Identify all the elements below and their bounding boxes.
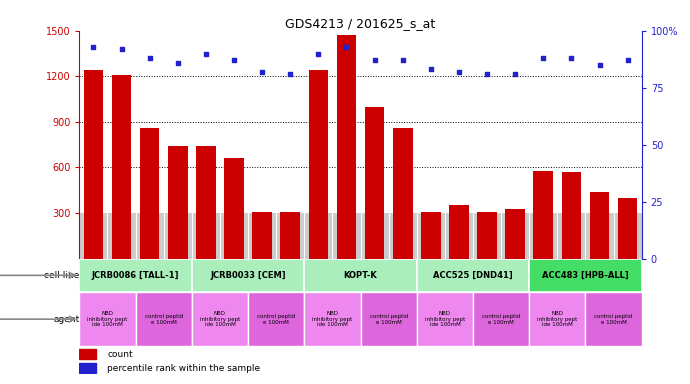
Text: cell line: cell line [44, 271, 79, 280]
Text: control peptid
e 100mM: control peptid e 100mM [595, 314, 633, 324]
Bar [449, 205, 469, 259]
Text: ACC525 [DND41]: ACC525 [DND41] [433, 271, 513, 280]
Bar [417, 292, 473, 346]
Bar [83, 70, 104, 259]
Bar [248, 292, 304, 346]
Title: GDS4213 / 201625_s_at: GDS4213 / 201625_s_at [286, 17, 435, 30]
Point [172, 60, 184, 66]
Text: control peptid
e 100mM: control peptid e 100mM [370, 314, 408, 324]
Bar [585, 292, 642, 346]
Bar [533, 170, 553, 259]
Text: KOPT-K: KOPT-K [344, 271, 377, 280]
Bar [618, 198, 638, 259]
Bar [421, 212, 441, 259]
Point [369, 57, 380, 63]
Point [257, 69, 268, 75]
Bar [196, 146, 216, 259]
Bar [304, 259, 417, 292]
Bar [224, 158, 244, 259]
Text: ACC483 [HPB-ALL]: ACC483 [HPB-ALL] [542, 271, 629, 280]
Text: control peptid
e 100mM: control peptid e 100mM [145, 314, 183, 324]
Text: control peptid
e 100mM: control peptid e 100mM [257, 314, 295, 324]
Text: NBD
inhibitory pept
ide 100mM: NBD inhibitory pept ide 100mM [538, 311, 578, 328]
Text: NBD
inhibitory pept
ide 100mM: NBD inhibitory pept ide 100mM [425, 311, 465, 328]
Bar [590, 192, 609, 259]
Bar [79, 213, 642, 259]
Point [566, 55, 577, 61]
Text: NBD
inhibitory pept
ide 100mM: NBD inhibitory pept ide 100mM [88, 311, 128, 328]
Point [425, 66, 436, 73]
Point [88, 44, 99, 50]
Text: agent: agent [53, 314, 79, 324]
Point [116, 46, 127, 52]
Point [453, 69, 464, 75]
Bar [562, 172, 581, 259]
Point [538, 55, 549, 61]
Bar [365, 107, 384, 259]
Point [622, 57, 633, 63]
Bar [79, 259, 192, 292]
Point [594, 62, 605, 68]
Point [144, 55, 155, 61]
Bar [361, 292, 417, 346]
Bar [140, 128, 159, 259]
Text: percentile rank within the sample: percentile rank within the sample [108, 364, 261, 372]
Text: count: count [108, 349, 133, 359]
Bar [79, 292, 135, 346]
Bar [280, 212, 300, 259]
Bar [192, 259, 304, 292]
Point [341, 44, 352, 50]
Bar [79, 363, 96, 373]
Bar [393, 128, 413, 259]
Text: NBD
inhibitory pept
ide 100mM: NBD inhibitory pept ide 100mM [200, 311, 240, 328]
Bar [79, 349, 96, 359]
Text: NBD
inhibitory pept
ide 100mM: NBD inhibitory pept ide 100mM [313, 311, 353, 328]
Bar [477, 212, 497, 259]
Text: JCRB0033 [CEM]: JCRB0033 [CEM] [210, 271, 286, 280]
Bar [168, 146, 188, 259]
Bar [337, 35, 356, 259]
Point [482, 71, 493, 77]
Point [200, 50, 211, 56]
Point [510, 71, 521, 77]
Point [285, 71, 296, 77]
Bar [112, 75, 131, 259]
Bar [473, 292, 529, 346]
Bar [192, 292, 248, 346]
Text: JCRB0086 [TALL-1]: JCRB0086 [TALL-1] [92, 271, 179, 280]
Bar [505, 209, 525, 259]
Text: control peptid
e 100mM: control peptid e 100mM [482, 314, 520, 324]
Point [313, 50, 324, 56]
Bar [304, 292, 361, 346]
Bar [253, 212, 272, 259]
Bar [308, 70, 328, 259]
Point [228, 57, 239, 63]
Bar [417, 259, 529, 292]
Bar [135, 292, 192, 346]
Bar [529, 292, 586, 346]
Bar [529, 259, 642, 292]
Point [397, 57, 408, 63]
